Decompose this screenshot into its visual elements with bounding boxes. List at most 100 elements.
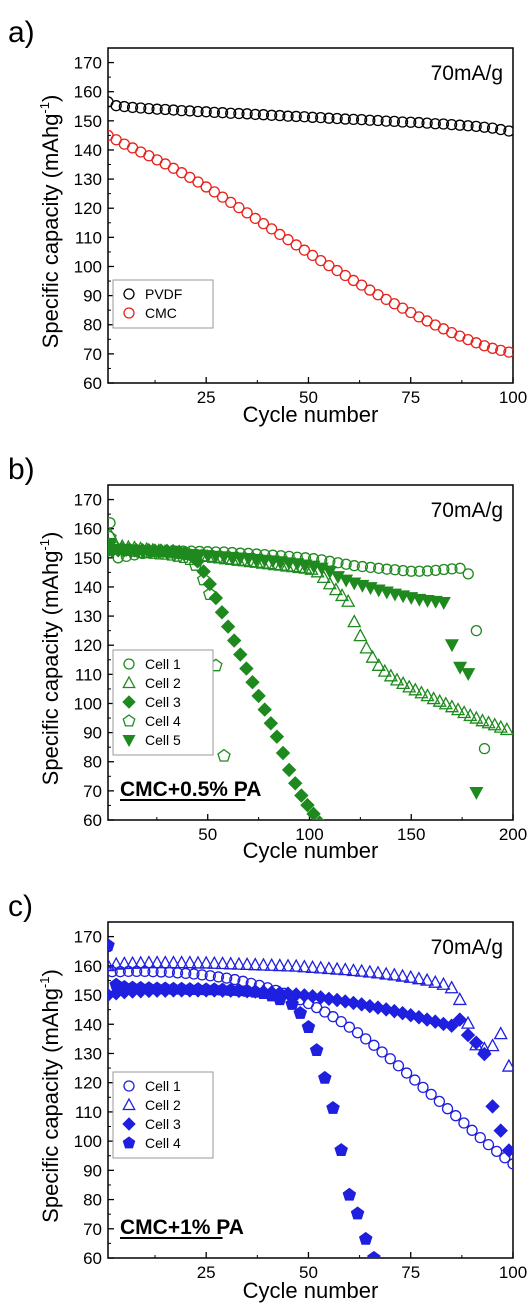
data-point — [220, 619, 236, 634]
rate-label: 70mA/g — [431, 499, 503, 522]
data-point — [413, 116, 425, 129]
data-point — [338, 962, 353, 976]
data-point — [481, 715, 496, 729]
data-point — [139, 965, 151, 978]
data-point — [389, 564, 401, 576]
series-pvdf — [108, 96, 513, 137]
data-point — [126, 101, 139, 114]
data-point — [315, 111, 327, 124]
data-point — [281, 762, 297, 778]
data-point — [433, 1095, 446, 1108]
data-point — [315, 815, 325, 820]
y-tick-label: 160 — [74, 83, 102, 102]
x-tick-label: 50 — [299, 388, 318, 407]
y-tick-label: 70 — [83, 1220, 102, 1239]
y-tick-label: 140 — [74, 578, 102, 597]
data-point — [485, 1038, 500, 1052]
x-tick-label: 100 — [499, 388, 527, 407]
y-tick-label: 110 — [75, 665, 102, 684]
x-tick-label: 150 — [397, 825, 425, 844]
data-point — [444, 699, 460, 713]
data-point — [430, 564, 442, 577]
y-tick-label: 60 — [83, 811, 102, 830]
data-point — [190, 955, 206, 969]
data-point — [272, 958, 287, 972]
data-point — [108, 958, 116, 972]
data-point — [372, 114, 384, 127]
data-point — [184, 105, 196, 117]
data-point — [501, 1058, 513, 1072]
data-point — [180, 967, 192, 980]
data-point — [438, 696, 453, 710]
data-point — [265, 109, 278, 121]
legend-label: Cell 3 — [145, 694, 181, 710]
data-point — [417, 1081, 429, 1094]
data-point — [389, 672, 405, 686]
data-point — [282, 110, 294, 122]
data-point — [231, 956, 246, 970]
data-point — [264, 957, 279, 971]
data-point — [342, 1187, 357, 1201]
data-point — [444, 980, 459, 994]
data-point — [301, 1020, 316, 1033]
data-point — [495, 123, 507, 136]
data-point — [130, 965, 143, 978]
data-point — [335, 1015, 347, 1028]
legend-box — [112, 279, 214, 329]
annotation-label: CMC+1% PA — [120, 1216, 244, 1239]
data-point — [487, 717, 502, 731]
data-point — [318, 1070, 332, 1084]
data-point — [241, 207, 253, 219]
data-point — [249, 212, 261, 225]
data-point — [226, 633, 242, 648]
x-axis-label: Cycle number — [243, 402, 379, 427]
y-tick-label: 110 — [75, 1103, 102, 1122]
y-tick-label: 150 — [74, 986, 102, 1005]
chart-panel-c: c) 60 70 80 90 100 110 120 130 140 150 160 170 25 50 75… — [8, 890, 527, 1303]
data-point — [408, 682, 423, 696]
data-point — [507, 1158, 513, 1170]
legend-marker — [122, 735, 136, 748]
y-axis-label: Specific capacity (mAhg-1) — [37, 95, 63, 349]
data-point — [309, 1043, 324, 1057]
data-point — [475, 713, 490, 727]
legend-marker — [123, 658, 135, 670]
data-point — [474, 1131, 486, 1144]
data-point — [233, 647, 248, 662]
y-tick-label: 90 — [83, 287, 102, 306]
data-point — [215, 956, 230, 970]
data-point — [354, 963, 369, 977]
y-tick-label: 120 — [74, 1074, 102, 1093]
data-point — [109, 956, 124, 970]
data-point — [212, 971, 225, 983]
rate-label: 70mA/g — [431, 62, 503, 85]
data-point — [327, 1011, 339, 1023]
x-tick-label: 25 — [197, 1263, 216, 1282]
data-point — [470, 337, 482, 349]
y-tick-label: 90 — [83, 1161, 102, 1180]
series-cell-5 — [108, 537, 484, 800]
x-tick-label: 75 — [401, 388, 420, 407]
data-point — [458, 1117, 470, 1129]
x-axis-label: Cycle number — [243, 1278, 379, 1303]
data-point — [341, 593, 356, 607]
data-point — [364, 114, 376, 126]
annotation-label: CMC+0.5% PA — [120, 778, 261, 801]
y-tick-label: 170 — [74, 491, 102, 510]
data-point — [457, 705, 472, 719]
data-point — [192, 176, 204, 188]
data-point — [188, 968, 200, 980]
data-point — [384, 1053, 396, 1065]
legend-label: Cell 2 — [145, 675, 181, 691]
legend-marker — [122, 1136, 136, 1149]
data-point — [326, 1100, 340, 1114]
data-point — [376, 1046, 388, 1058]
data-point — [298, 560, 313, 574]
data-point — [493, 1026, 508, 1040]
x-tick-label: 50 — [299, 1263, 318, 1282]
legend-label: Cell 1 — [145, 656, 181, 672]
data-point — [214, 605, 230, 620]
data-point — [403, 969, 418, 983]
data-point — [469, 710, 484, 724]
data-point — [108, 938, 115, 952]
